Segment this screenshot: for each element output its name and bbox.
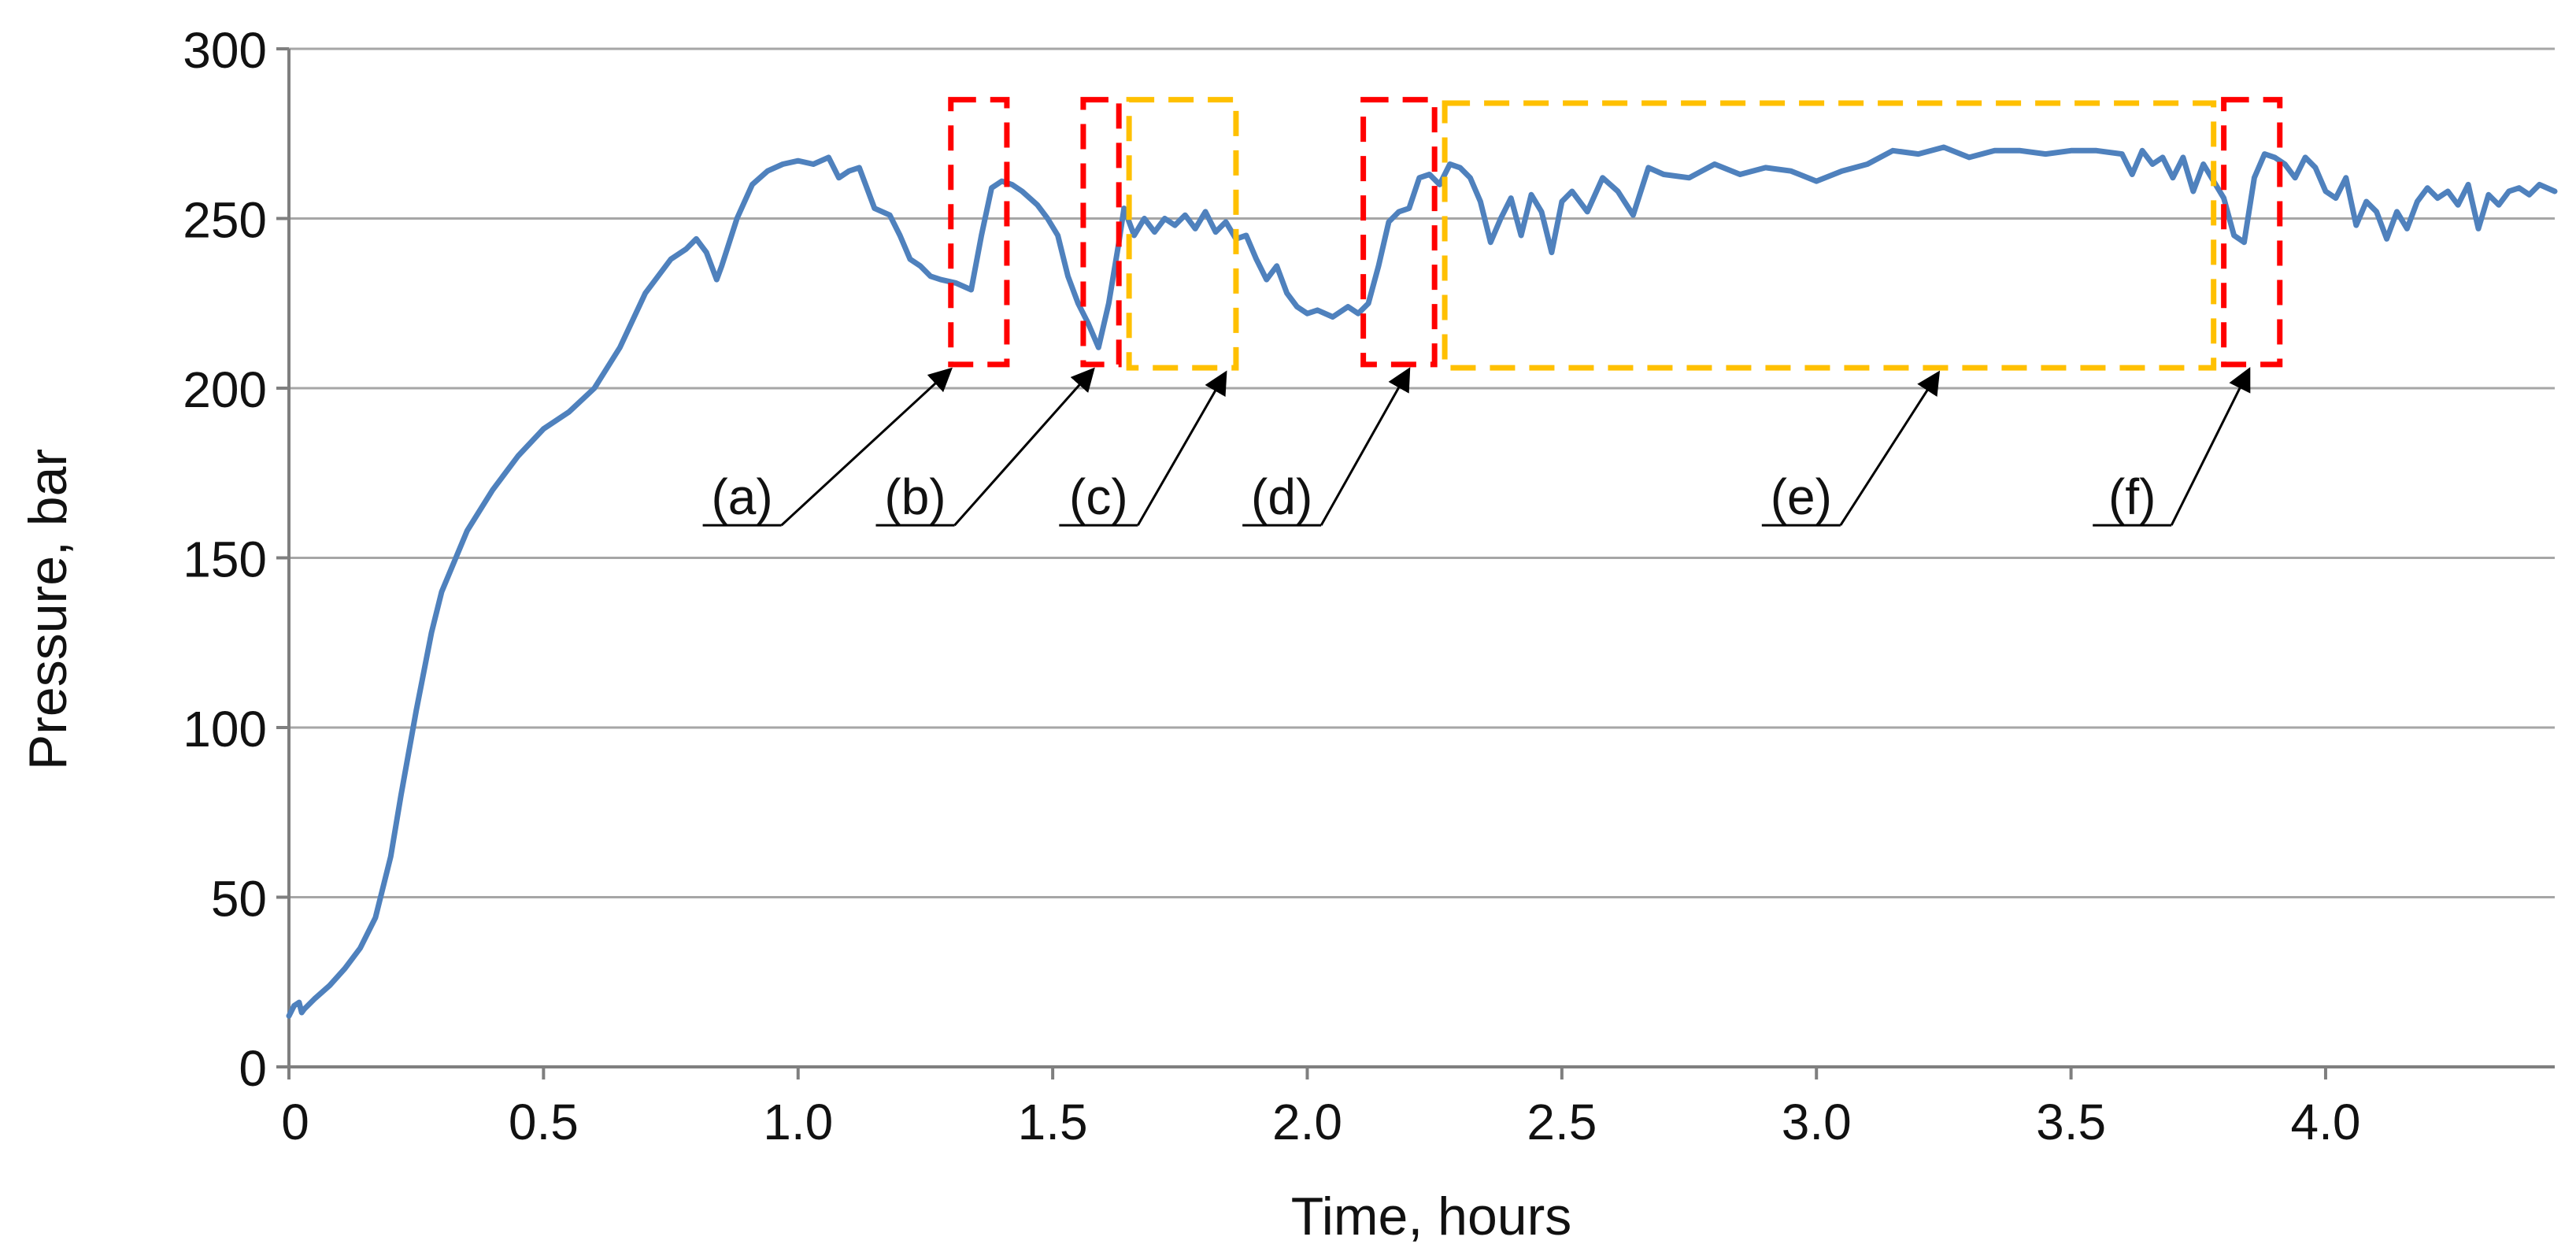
x-tick-label: 2.5 [1527, 1094, 1597, 1150]
annotation-arrow [1839, 370, 1941, 526]
y-tick-label: 200 [183, 361, 267, 418]
annotation-arrow [2170, 367, 2251, 526]
annotation-label: (a) [711, 468, 772, 525]
series-group [286, 144, 2558, 1019]
x-tick-label: 2.0 [1272, 1094, 1342, 1150]
highlight-boxes [948, 97, 2283, 371]
y-tick-label: 300 [183, 22, 267, 79]
tick-labels: 0 50 100 150 200 250 300 0 0.5 1.0 1.5 2.0 2.5 3.0 3.5… [183, 22, 2360, 1150]
series-line-pressure [286, 144, 2558, 1019]
annotation-label: (d) [1251, 468, 1312, 525]
annotation-arrow [780, 367, 953, 527]
gridlines [289, 47, 2555, 898]
annotation-label: (c) [1069, 468, 1128, 525]
y-axis-title: Pressure, bar [18, 449, 78, 770]
annotation-label: (f) [2108, 468, 2156, 525]
annotation-label: (e) [1771, 468, 1832, 525]
x-tick-label: 3.5 [2036, 1094, 2106, 1150]
x-tick-label: 1.5 [1018, 1094, 1088, 1150]
highlight-box-yellow [1126, 97, 1239, 371]
annotation-arrow [953, 367, 1095, 527]
highlight-box-yellow [1442, 100, 2217, 371]
y-tick-label: 50 [211, 871, 267, 928]
highlight-box-red [1360, 97, 1438, 368]
annotation-label: (b) [884, 468, 946, 525]
x-tick-label: 4.0 [2290, 1094, 2360, 1150]
annotation-arrow [1319, 367, 1411, 526]
axes [276, 47, 2555, 1079]
annotation-arrow [1137, 370, 1227, 526]
annotations: (a) (b) (c) (d) (e) (f) [702, 367, 2251, 527]
y-tick-label: 150 [183, 531, 267, 588]
x-tick-label: 0 [281, 1094, 309, 1150]
y-tick-label: 0 [239, 1040, 267, 1097]
x-axis-title: Time, hours [1291, 1187, 1571, 1246]
highlight-box-red [1080, 97, 1122, 368]
y-tick-label: 250 [183, 192, 267, 249]
x-tick-label: 0.5 [509, 1094, 579, 1150]
y-tick-label: 100 [183, 701, 267, 757]
x-tick-label: 3.0 [1782, 1094, 1852, 1150]
x-tick-label: 1.0 [763, 1094, 833, 1150]
